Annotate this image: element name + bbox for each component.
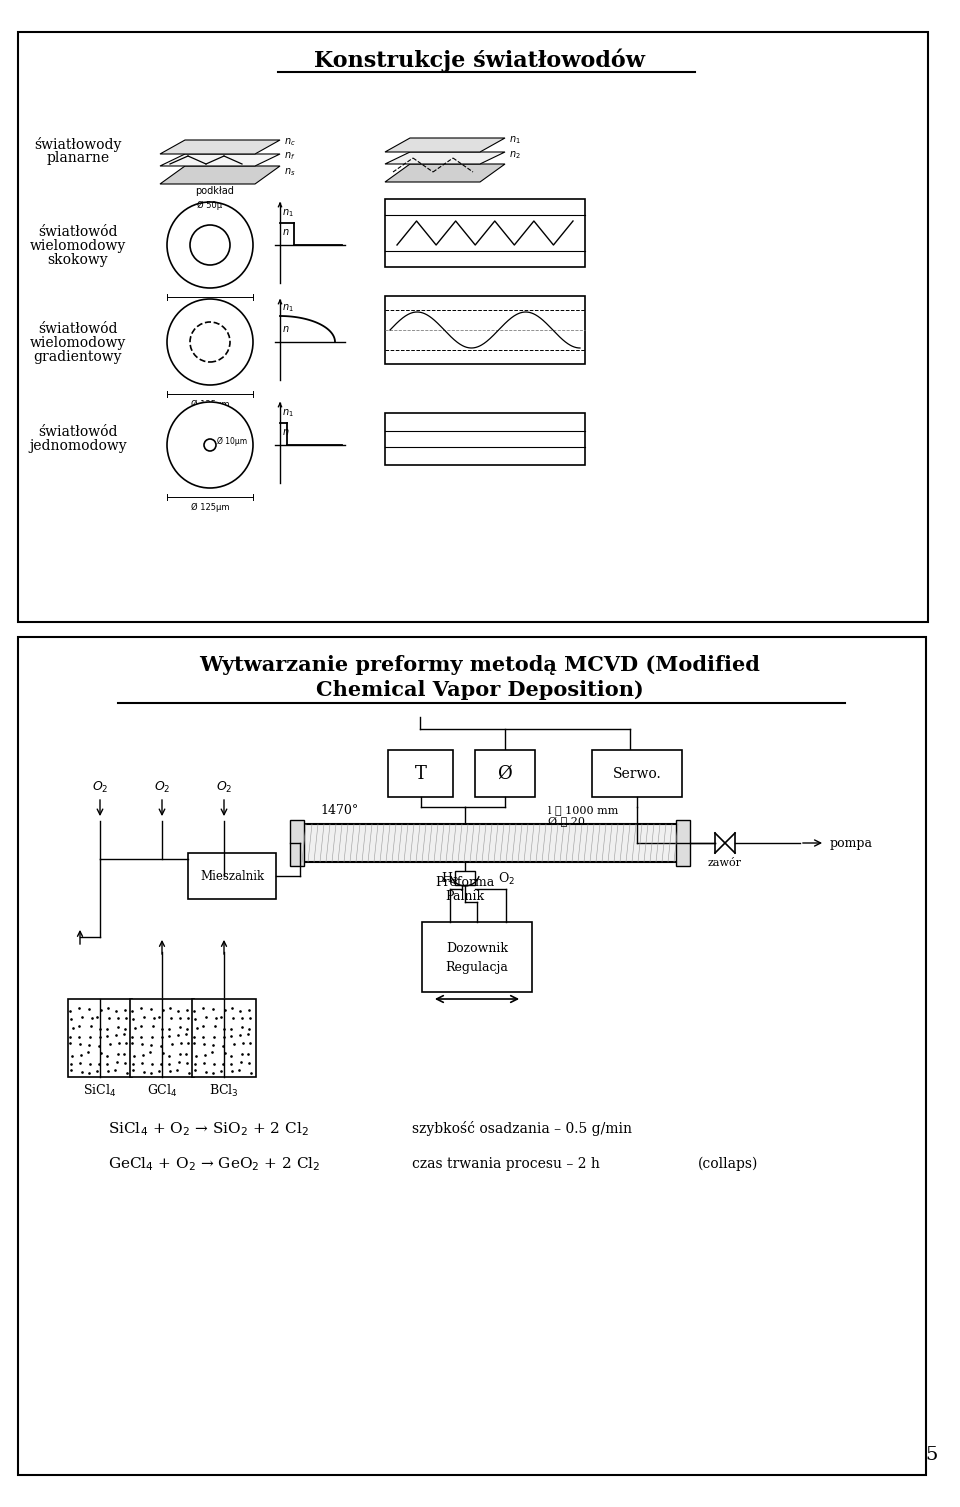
Text: wielomodowy: wielomodowy bbox=[30, 240, 126, 253]
Text: Regulacja: Regulacja bbox=[445, 960, 509, 974]
Text: l ≅ 1000 mm: l ≅ 1000 mm bbox=[548, 805, 618, 815]
Text: Mieszalnik: Mieszalnik bbox=[200, 870, 264, 883]
Text: (collaps): (collaps) bbox=[698, 1157, 758, 1171]
Text: światłowód: światłowód bbox=[38, 225, 118, 240]
Bar bbox=[192, 999, 256, 1078]
Text: jednomodowy: jednomodowy bbox=[29, 439, 127, 454]
Text: $n$: $n$ bbox=[282, 228, 290, 237]
Circle shape bbox=[167, 402, 253, 488]
Text: zawór: zawór bbox=[708, 857, 742, 868]
Text: skokowy: skokowy bbox=[48, 253, 108, 267]
Text: Ø: Ø bbox=[497, 766, 513, 784]
Text: Ø 125μm: Ø 125μm bbox=[191, 303, 229, 312]
Text: Ø 125μm: Ø 125μm bbox=[191, 399, 229, 410]
Polygon shape bbox=[160, 154, 280, 166]
Text: $n_c$: $n_c$ bbox=[284, 136, 296, 148]
Text: SiCl$_4$: SiCl$_4$ bbox=[84, 1084, 116, 1099]
Text: SiCl$_4$ + O$_2$ → SiO$_2$ + 2 Cl$_2$: SiCl$_4$ + O$_2$ → SiO$_2$ + 2 Cl$_2$ bbox=[108, 1120, 309, 1138]
Circle shape bbox=[190, 225, 230, 265]
Bar bbox=[290, 820, 304, 867]
Text: T: T bbox=[415, 766, 427, 784]
Text: $O_2$: $O_2$ bbox=[216, 781, 232, 796]
Text: Preforma: Preforma bbox=[436, 876, 494, 889]
Text: światłowód: światłowód bbox=[38, 322, 118, 336]
Text: GeCl$_4$ + O$_2$ → GeO$_2$ + 2 Cl$_2$: GeCl$_4$ + O$_2$ → GeO$_2$ + 2 Cl$_2$ bbox=[108, 1156, 321, 1172]
Bar bbox=[388, 750, 453, 797]
Text: światłowody: światłowody bbox=[35, 137, 122, 152]
Text: O$_2$: O$_2$ bbox=[497, 871, 515, 888]
Text: $n_f$: $n_f$ bbox=[284, 151, 296, 161]
Bar bbox=[422, 922, 532, 992]
Text: światłowód: światłowód bbox=[38, 425, 118, 439]
Text: Palnik: Palnik bbox=[445, 891, 485, 903]
Text: $n_s$: $n_s$ bbox=[284, 166, 296, 178]
Bar bbox=[385, 199, 585, 267]
Text: $n_1$: $n_1$ bbox=[282, 301, 294, 313]
Text: szybkość osadzania – 0.5 g/min: szybkość osadzania – 0.5 g/min bbox=[412, 1121, 632, 1136]
Text: GCl$_4$: GCl$_4$ bbox=[147, 1084, 178, 1099]
Text: Ø 50μ: Ø 50μ bbox=[198, 200, 223, 209]
Bar bbox=[18, 32, 928, 622]
Text: Dozownik: Dozownik bbox=[446, 942, 508, 955]
Text: $n_1$: $n_1$ bbox=[509, 134, 520, 146]
Text: Ø 10μm: Ø 10μm bbox=[217, 437, 247, 446]
Bar bbox=[68, 999, 132, 1078]
Bar bbox=[676, 820, 690, 867]
Text: Serwo.: Serwo. bbox=[612, 767, 661, 781]
Bar bbox=[385, 295, 585, 365]
Polygon shape bbox=[385, 139, 505, 152]
Polygon shape bbox=[160, 166, 280, 184]
Text: $O_2$: $O_2$ bbox=[154, 781, 170, 796]
Bar bbox=[18, 637, 926, 1475]
Text: $n$: $n$ bbox=[282, 426, 290, 437]
Circle shape bbox=[190, 322, 230, 362]
Bar bbox=[300, 824, 680, 862]
Text: wielomodowy: wielomodowy bbox=[30, 336, 126, 350]
Text: czas trwania procesu – 2 h: czas trwania procesu – 2 h bbox=[412, 1157, 600, 1171]
Bar bbox=[385, 413, 585, 466]
Text: $n$: $n$ bbox=[282, 324, 290, 335]
Text: planarne: planarne bbox=[46, 151, 109, 164]
Text: Konstrukcje światłowodów: Konstrukcje światłowodów bbox=[315, 48, 645, 72]
Text: pompa: pompa bbox=[830, 836, 873, 850]
Polygon shape bbox=[160, 140, 280, 154]
Text: Ø ≅ 20: Ø ≅ 20 bbox=[548, 817, 585, 827]
Text: H$_2$: H$_2$ bbox=[442, 871, 459, 888]
Bar bbox=[130, 999, 194, 1078]
Text: BCl$_3$: BCl$_3$ bbox=[209, 1084, 239, 1099]
Bar bbox=[592, 750, 682, 797]
Text: $n_1$: $n_1$ bbox=[282, 206, 294, 219]
Circle shape bbox=[167, 298, 253, 384]
Text: $n_2$: $n_2$ bbox=[509, 149, 520, 161]
Text: $n_1$: $n_1$ bbox=[282, 407, 294, 419]
Text: gradientowy: gradientowy bbox=[34, 350, 122, 365]
Text: Ø 125μm: Ø 125μm bbox=[191, 503, 229, 512]
Text: 1470°: 1470° bbox=[320, 803, 358, 817]
Circle shape bbox=[204, 439, 216, 451]
Circle shape bbox=[167, 202, 253, 288]
Text: Wytwarzanie preformy metodą MCVD (Modified: Wytwarzanie preformy metodą MCVD (Modifi… bbox=[200, 656, 760, 675]
Polygon shape bbox=[385, 164, 505, 182]
Text: podkład: podkład bbox=[195, 185, 234, 196]
Bar bbox=[475, 750, 535, 797]
Bar bbox=[455, 871, 475, 885]
Text: 5: 5 bbox=[925, 1447, 938, 1463]
Polygon shape bbox=[385, 152, 505, 164]
Text: Chemical Vapor Deposition): Chemical Vapor Deposition) bbox=[316, 680, 644, 699]
Text: $O_2$: $O_2$ bbox=[92, 781, 108, 796]
Bar bbox=[188, 853, 276, 900]
Text: Ø 50μ: Ø 50μ bbox=[198, 330, 223, 339]
